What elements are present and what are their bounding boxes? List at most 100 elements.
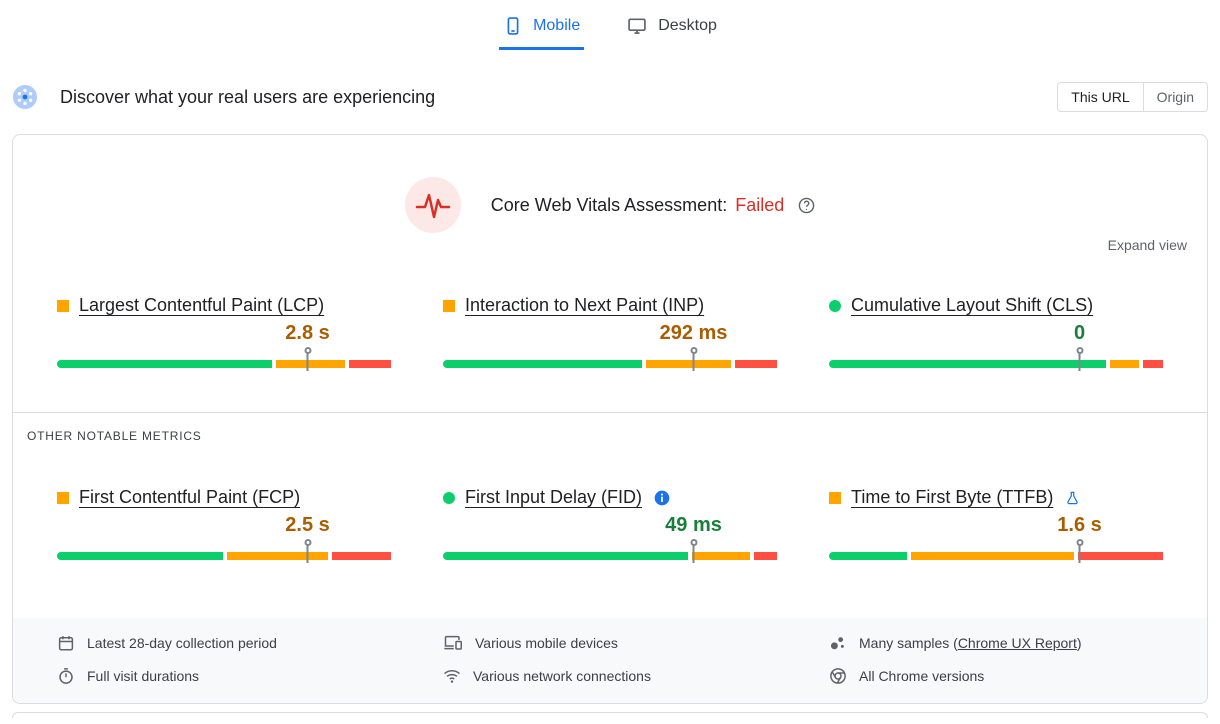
calendar-icon [57,634,75,652]
metric-label-fcp[interactable]: First Contentful Paint (FCP) [79,487,301,507]
samples-icon [829,634,847,652]
crux-logo-icon [12,84,38,110]
segment-needs-improvement [691,552,751,560]
cwv-assessment: Core Web Vitals Assessment: Failed [13,177,1207,233]
expand-row: Expand view [13,237,1207,255]
inp-status-bullet [443,299,455,312]
segment-needs-improvement [1110,360,1140,368]
expand-view-link[interactable]: Expand view [1107,237,1187,253]
segment-good [443,552,688,560]
footer-item: Many samples (Chrome UX Report) [829,634,1163,652]
footer-item-text: Various network connections [473,668,651,684]
metric-lcp: Largest Contentful Paint (LCP) 2.8 s [57,295,391,371]
chrome-icon [829,667,847,685]
field-data-card: Core Web Vitals Assessment: Failed Expan… [12,134,1208,704]
flask-icon[interactable] [1065,490,1080,506]
p75-marker [304,347,311,371]
other-metrics-heading: OTHER NOTABLE METRICS [27,429,202,443]
metric-value-lcp: 2.8 s [285,322,330,344]
segment-good [443,360,642,368]
help-icon[interactable] [798,197,815,214]
segment-poor [1078,552,1163,560]
lcp-status-bullet [57,299,69,312]
core-metrics-row: Largest Contentful Paint (LCP) 2.8 s Inter… [13,295,1207,371]
distribution-bar-lcp [57,347,391,371]
segment-good [57,552,224,560]
footer-item-text: Latest 28-day collection period [87,635,277,651]
assessment-status: Failed [735,194,785,215]
next-section-edge [12,712,1208,718]
segment-poor [734,360,777,368]
segment-needs-improvement [276,360,345,368]
stopwatch-icon [57,667,75,685]
metric-label-cls[interactable]: Cumulative Layout Shift (CLS) [851,295,1094,315]
metric-value-ttfb: 1.6 s [1057,514,1102,536]
footer-item-text: Various mobile devices [475,635,618,651]
metric-label-ttfb[interactable]: Time to First Byte (TTFB) [851,487,1054,507]
segment-poor [332,552,391,560]
scope-toggle: This URL Origin [1057,82,1208,112]
distribution-bar-ttfb [829,539,1163,563]
network-icon [443,667,461,685]
distribution-bar-fcp [57,539,391,563]
footer-item: Full visit durations [57,667,391,685]
device-tabs: Mobile Desktop [0,0,1220,50]
metric-cls: Cumulative Layout Shift (CLS) 0 [829,295,1163,371]
footer-item-text: Many samples (Chrome UX Report) [859,635,1082,651]
ttfb-status-bullet [829,491,841,504]
cls-status-bullet [829,299,841,312]
info-icon[interactable] [654,490,670,506]
metric-value-fcp: 2.5 s [285,514,330,536]
metric-ttfb: Time to First Byte (TTFB) 1.6 s [829,487,1163,563]
footer-item-text: Full visit durations [87,668,200,684]
distribution-bar-fid [443,539,777,563]
tab-mobile[interactable]: Mobile [499,10,585,50]
footer-item-text: All Chrome versions [859,668,985,684]
p75-marker [1076,539,1083,563]
chrome-ux-report-link[interactable]: Chrome UX Report [957,635,1077,651]
devices-icon [443,634,463,652]
fcp-status-bullet [57,491,69,504]
page-title: Discover what your real users are experi… [60,86,436,107]
metric-label-fid[interactable]: First Input Delay (FID) [465,487,643,507]
assessment-text: Core Web Vitals Assessment: Failed [491,195,815,216]
segment-needs-improvement [227,552,329,560]
origin-button[interactable]: Origin [1143,82,1208,112]
segment-needs-improvement [645,360,731,368]
tab-mobile-label: Mobile [533,17,581,34]
tab-desktop-label: Desktop [658,17,717,34]
segment-good [57,360,273,368]
desktop-icon [626,16,648,36]
segment-good [829,360,1107,368]
footer-item: All Chrome versions [829,667,1163,685]
other-metrics-divider: OTHER NOTABLE METRICS [13,412,1207,443]
this-url-button[interactable]: This URL [1057,82,1144,112]
metric-value-fid: 49 ms [665,514,722,536]
p75-marker [690,347,697,371]
mobile-icon [503,16,523,36]
segment-poor [348,360,391,368]
assessment-title: Core Web Vitals Assessment: [490,194,728,215]
pulse-icon [404,177,461,233]
footer-item: Various network connections [443,667,777,685]
footer-item: Various mobile devices [443,634,777,652]
metric-fid: First Input Delay (FID) 49 ms [443,487,777,563]
fid-status-bullet [443,491,455,504]
metric-value-inp: 292 ms [659,322,728,344]
footer-item: Latest 28-day collection period [57,634,391,652]
distribution-bar-inp [443,347,777,371]
metric-fcp: First Contentful Paint (FCP) 2.5 s [57,487,391,563]
segment-good [829,552,908,560]
metric-label-lcp[interactable]: Largest Contentful Paint (LCP) [79,295,325,315]
collection-details-footer: Latest 28-day collection period Various m… [13,618,1207,703]
segment-poor [754,552,777,560]
metric-value-cls: 0 [1073,322,1086,344]
other-metrics-row: First Contentful Paint (FCP) 2.5 s First I… [13,487,1207,563]
p75-marker [304,539,311,563]
p75-marker [1076,347,1083,371]
segment-needs-improvement [911,552,1075,560]
segment-poor [1143,360,1163,368]
metric-label-inp[interactable]: Interaction to Next Paint (INP) [465,295,705,315]
tab-desktop[interactable]: Desktop [622,10,721,50]
p75-marker [690,539,697,563]
